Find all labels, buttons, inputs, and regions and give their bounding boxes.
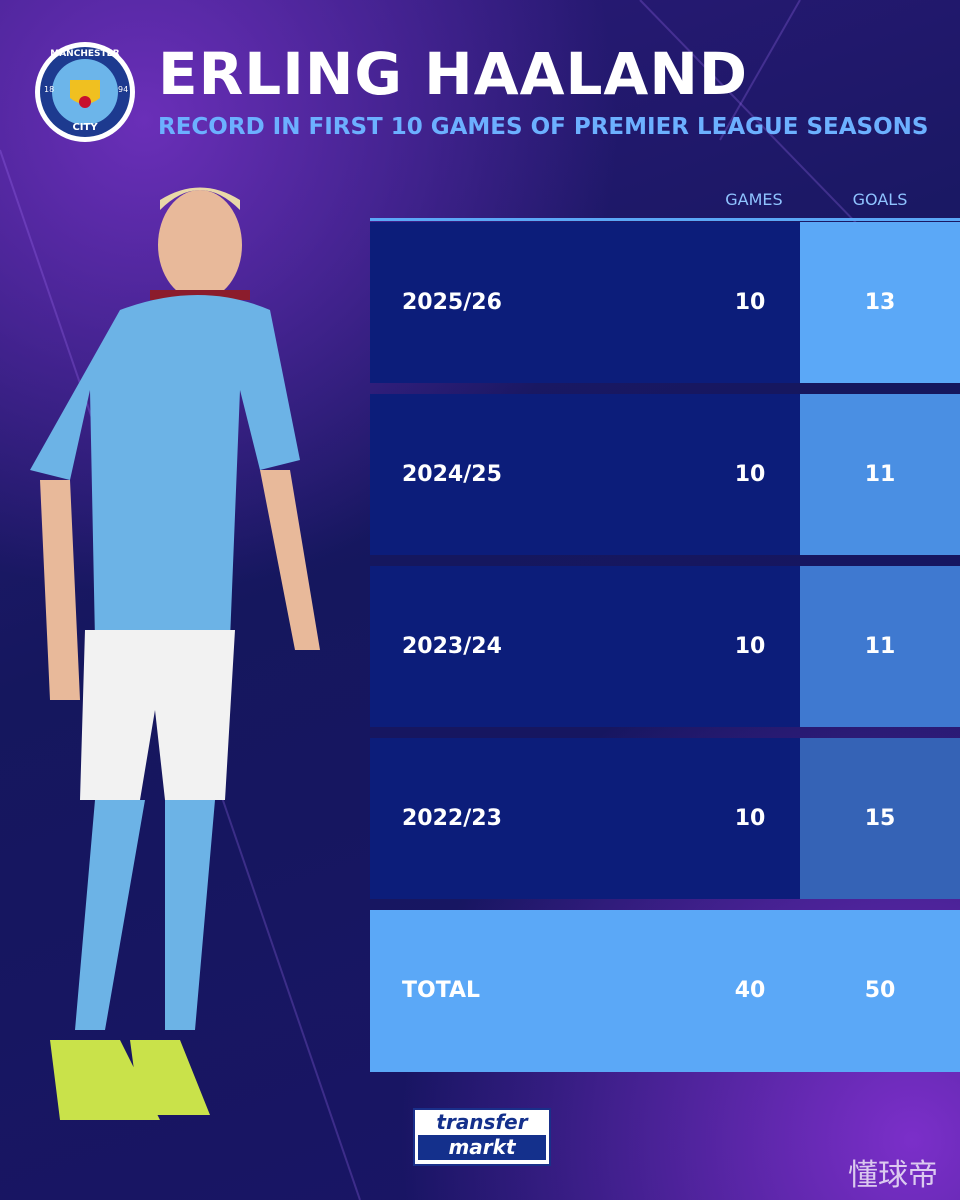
season: 2025/26 (402, 290, 502, 315)
subtitle: RECORD IN FIRST 10 GAMES OF PREMIER LEAG… (158, 114, 929, 140)
table-row: 2023/24 10 11 (370, 566, 960, 727)
badge-right: 94 (118, 85, 129, 94)
logo: transfer markt (413, 1108, 551, 1166)
table-row: 2022/23 10 15 (370, 738, 960, 899)
goals: 11 (800, 394, 960, 555)
games: 40 (734, 978, 766, 1003)
column-header: GAMES (725, 190, 783, 209)
logo-bottom: markt (418, 1135, 546, 1160)
title: ERLING HAALAND (158, 40, 749, 108)
games: 10 (734, 290, 766, 315)
season: 2023/24 (402, 634, 502, 659)
games: 10 (734, 462, 766, 487)
games: 10 (734, 806, 766, 831)
badge-top: MANCHESTER (50, 49, 120, 59)
total-row: TOTAL 40 50 (370, 910, 960, 1072)
season: 2022/23 (402, 806, 502, 831)
goals: 11 (800, 566, 960, 727)
table-top-line (370, 218, 960, 221)
season: 2024/25 (402, 462, 502, 487)
table-row: 2025/26 10 13 (370, 222, 960, 383)
badge-bottom: CITY (72, 122, 98, 133)
total-label: TOTAL (402, 978, 481, 1003)
goals: 15 (800, 738, 960, 899)
goals: 13 (800, 222, 960, 383)
table-row: 2024/25 10 11 (370, 394, 960, 555)
column-header: GOALS (852, 190, 908, 209)
goals: 50 (864, 978, 896, 1003)
watermark: 懂球帝 (848, 1158, 938, 1193)
badge-left: 18 (44, 85, 55, 94)
games: 10 (734, 634, 766, 659)
logo-top: transfer (436, 1110, 528, 1134)
